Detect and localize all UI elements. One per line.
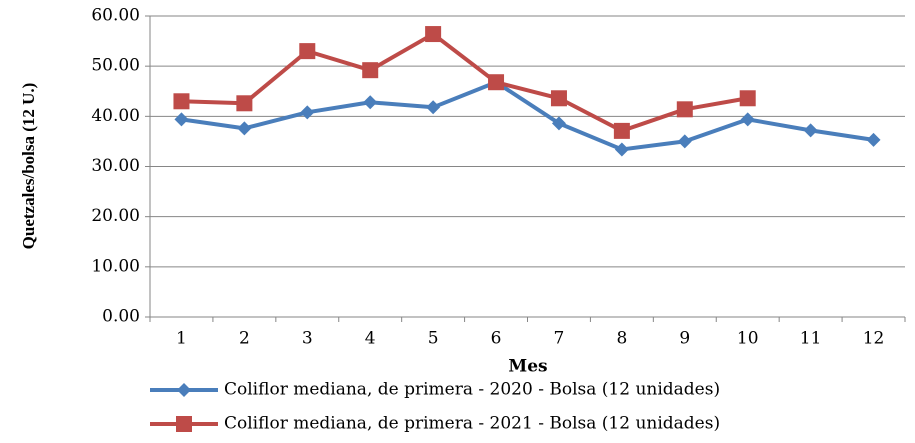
marker xyxy=(613,122,630,139)
marker xyxy=(551,116,566,131)
x-tick-label: 7 xyxy=(554,329,565,349)
marker xyxy=(363,95,378,110)
marker xyxy=(174,112,189,127)
x-tick-label: 1 xyxy=(176,329,187,349)
marker xyxy=(176,416,192,432)
series-line xyxy=(181,80,874,152)
marker xyxy=(677,134,692,149)
marker xyxy=(550,90,567,107)
marker xyxy=(614,142,629,157)
marker xyxy=(676,101,693,118)
legend-label: Coliflor mediana, de primera - 2021 - Bo… xyxy=(224,414,720,434)
y-axis-label: Quetzales/bolsa (12 U.) xyxy=(19,83,38,250)
marker xyxy=(299,43,316,60)
marker xyxy=(300,105,315,120)
y-tick-label: 40.00 xyxy=(91,106,140,126)
marker xyxy=(739,90,756,107)
marker xyxy=(425,26,442,43)
marker xyxy=(177,383,191,397)
marker xyxy=(362,62,379,79)
x-tick-label: 9 xyxy=(679,329,690,349)
series-line xyxy=(181,32,749,133)
x-tick-label: 4 xyxy=(365,329,376,349)
y-tick-label: 20.00 xyxy=(91,206,140,226)
y-tick-label: 50.00 xyxy=(91,56,140,76)
x-tick-label: 10 xyxy=(737,329,759,349)
y-tick-label: 60.00 xyxy=(91,6,140,26)
legend-label: Coliflor mediana, de primera - 2020 - Bo… xyxy=(224,380,720,400)
x-tick-label: 5 xyxy=(428,329,439,349)
x-tick-label: 3 xyxy=(302,329,313,349)
y-tick-label: 10.00 xyxy=(91,256,140,276)
marker xyxy=(236,95,253,112)
x-tick-label: 2 xyxy=(239,329,250,349)
x-tick-label: 12 xyxy=(863,329,885,349)
marker xyxy=(237,121,252,136)
x-tick-label: 8 xyxy=(616,329,627,349)
marker xyxy=(866,132,881,147)
y-tick-label: 0.00 xyxy=(102,307,140,327)
x-axis-label: Mes xyxy=(508,357,547,377)
x-tick-label: 6 xyxy=(491,329,502,349)
y-tick-label: 30.00 xyxy=(91,156,140,176)
x-tick-label: 11 xyxy=(800,329,822,349)
marker xyxy=(173,93,190,110)
marker xyxy=(803,123,818,138)
marker xyxy=(740,112,755,127)
marker xyxy=(426,100,441,115)
marker xyxy=(488,74,505,91)
